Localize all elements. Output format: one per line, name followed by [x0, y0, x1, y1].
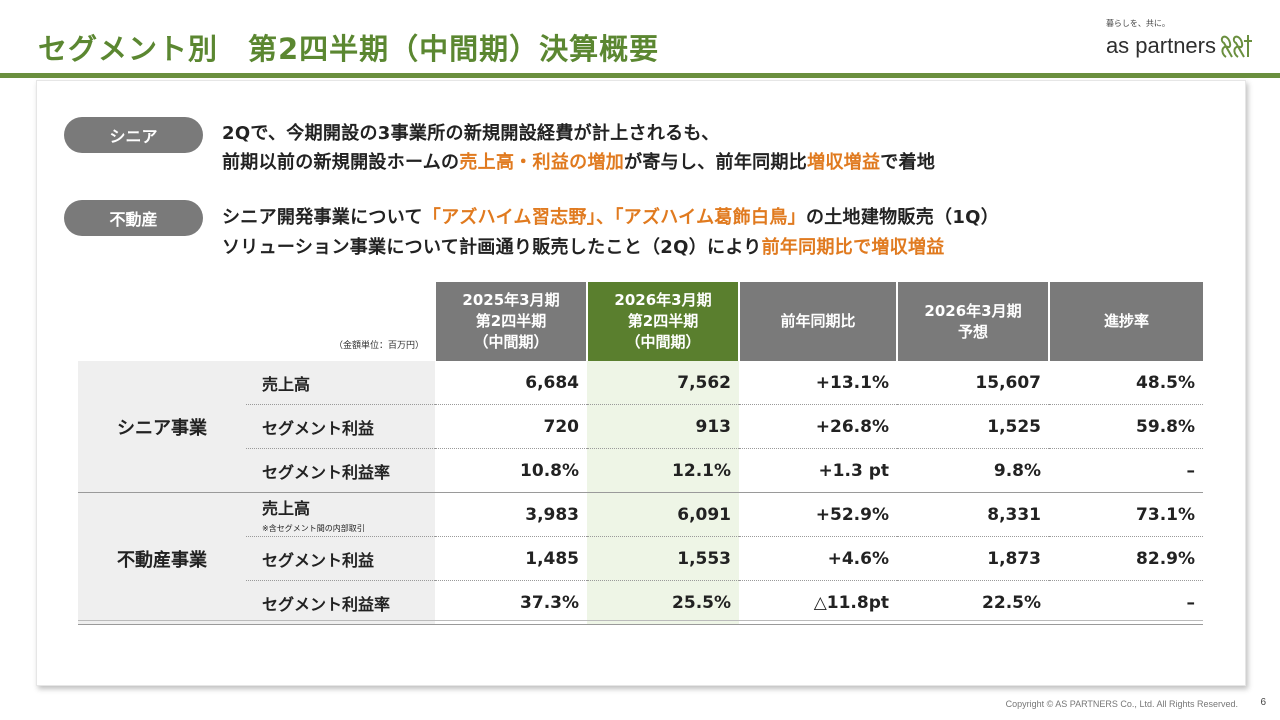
summary-text: が寄与し、前年同期比 [624, 152, 807, 173]
cell-prev: 6,684 [435, 361, 587, 405]
summary-text: 前期以前の新規開設ホームの [222, 152, 459, 173]
table-row: セグメント利益 720 913 +26.8% 1,525 59.8% [78, 405, 1203, 449]
realestate-summary-line1: シニア開発事業について「アズハイム習志野」、「アズハイム葛飾白鳥」の土地建物販売… [222, 203, 999, 229]
cell-yoy: +52.9% [739, 493, 897, 537]
cell-forecast: 15,607 [897, 361, 1049, 405]
cell-progress: 48.5% [1049, 361, 1203, 405]
unit-note: （金額単位：百万円） [78, 282, 435, 361]
row-label: セグメント利益 [246, 405, 435, 449]
segment-results-table: （金額単位：百万円） 2025年3月期 第2四半期 （中間期） 2026年3月期… [78, 282, 1203, 625]
cell-yoy: +1.3 pt [739, 449, 897, 493]
segment-name-senior: シニア事業 [78, 361, 246, 493]
cell-forecast: 22.5% [897, 581, 1049, 625]
header-line: （中間期） [474, 333, 549, 351]
senior-summary-line2: 前期以前の新規開設ホームの売上高・利益の増加が寄与し、前年同期比増収増益で着地 [222, 148, 935, 174]
cell-forecast: 8,331 [897, 493, 1049, 537]
cell-prev: 720 [435, 405, 587, 449]
row-label: 売上高 [246, 361, 435, 405]
summary-text: ソリューション事業について計画通り販売したこと（2Q）により [222, 237, 762, 258]
header-line: 第2四半期 [476, 312, 546, 330]
row-label: 売上高 ※含セグメント間の内部取引 [246, 493, 435, 537]
summary-highlight: 「アズハイム習志野」、「アズハイム葛飾白鳥」 [423, 207, 806, 228]
summary-text: で着地 [880, 152, 935, 173]
table-row: シニア事業 売上高 6,684 7,562 +13.1% 15,607 48.5… [78, 361, 1203, 405]
cell-progress: 59.8% [1049, 405, 1203, 449]
senior-summary-line1: 2Qで、今期開設の3事業所の新規開設経費が計上されるも、 [222, 119, 720, 145]
cell-curr: 7,562 [587, 361, 739, 405]
summary-highlight: 増収増益 [807, 152, 880, 173]
senior-tag: シニア [64, 117, 203, 153]
logo-mark-icon [1220, 33, 1254, 59]
cell-progress: 82.9% [1049, 537, 1203, 581]
cell-progress: 73.1% [1049, 493, 1203, 537]
header-progress: 進捗率 [1049, 282, 1203, 361]
cell-forecast: 1,873 [897, 537, 1049, 581]
cell-yoy: +13.1% [739, 361, 897, 405]
cell-prev: 1,485 [435, 537, 587, 581]
cell-prev: 37.3% [435, 581, 587, 625]
page-title: セグメント別 第2四半期（中間期）決算概要 [38, 26, 659, 68]
company-logo: 暮らしを、共に。 as partners [1106, 18, 1254, 59]
table-row: セグメント利益率 37.3% 25.5% △11.8pt 22.5% – [78, 581, 1203, 625]
logo-name: as partners [1106, 33, 1216, 59]
header-line: （中間期） [626, 333, 701, 351]
cell-forecast: 1,525 [897, 405, 1049, 449]
summary-text: シニア開発事業について [222, 207, 423, 228]
summary-highlight: 売上高・利益の増加 [459, 152, 624, 173]
row-label: セグメント利益率 [246, 449, 435, 493]
cell-curr: 25.5% [587, 581, 739, 625]
header-forecast: 2026年3月期 予想 [897, 282, 1049, 361]
row-label-text: 売上高 [262, 499, 310, 518]
cell-curr: 6,091 [587, 493, 739, 537]
cell-progress: – [1049, 449, 1203, 493]
table-row: 不動産事業 売上高 ※含セグメント間の内部取引 3,983 6,091 +52.… [78, 493, 1203, 537]
summary-highlight: 前年同期比で増収増益 [762, 237, 945, 258]
table-bottom-rule [78, 620, 1203, 621]
cell-curr: 1,553 [587, 537, 739, 581]
table-header-row: （金額単位：百万円） 2025年3月期 第2四半期 （中間期） 2026年3月期… [78, 282, 1203, 361]
copyright-text: Copyright © AS PARTNERS Co., Ltd. All Ri… [1006, 699, 1238, 709]
cell-curr: 913 [587, 405, 739, 449]
header-line: 2026年3月期 [924, 302, 1021, 320]
realestate-tag: 不動産 [64, 200, 203, 236]
row-label-note: ※含セグメント間の内部取引 [262, 523, 427, 534]
cell-curr: 12.1% [587, 449, 739, 493]
header-prev-period: 2025年3月期 第2四半期 （中間期） [435, 282, 587, 361]
cell-prev: 3,983 [435, 493, 587, 537]
page-number: 6 [1260, 697, 1266, 708]
header-yoy: 前年同期比 [739, 282, 897, 361]
cell-yoy: +26.8% [739, 405, 897, 449]
cell-progress: – [1049, 581, 1203, 625]
cell-prev: 10.8% [435, 449, 587, 493]
header-line: 2025年3月期 [462, 291, 559, 309]
segment-name-realestate: 不動産事業 [78, 493, 246, 625]
logo-tagline: 暮らしを、共に。 [1106, 18, 1254, 29]
realestate-summary-line2: ソリューション事業について計画通り販売したこと（2Q）により前年同期比で増収増益 [222, 233, 945, 259]
row-label: セグメント利益 [246, 537, 435, 581]
cell-forecast: 9.8% [897, 449, 1049, 493]
header-line: 第2四半期 [628, 312, 698, 330]
summary-text: の土地建物販売（1Q） [806, 207, 999, 228]
header-line: 2026年3月期 [614, 291, 711, 309]
header-line: 予想 [958, 323, 988, 341]
cell-yoy: △11.8pt [739, 581, 897, 625]
header-current-period: 2026年3月期 第2四半期 （中間期） [587, 282, 739, 361]
table-row: セグメント利益率 10.8% 12.1% +1.3 pt 9.8% – [78, 449, 1203, 493]
header-rule [0, 73, 1280, 78]
cell-yoy: +4.6% [739, 537, 897, 581]
table-row: セグメント利益 1,485 1,553 +4.6% 1,873 82.9% [78, 537, 1203, 581]
row-label: セグメント利益率 [246, 581, 435, 625]
